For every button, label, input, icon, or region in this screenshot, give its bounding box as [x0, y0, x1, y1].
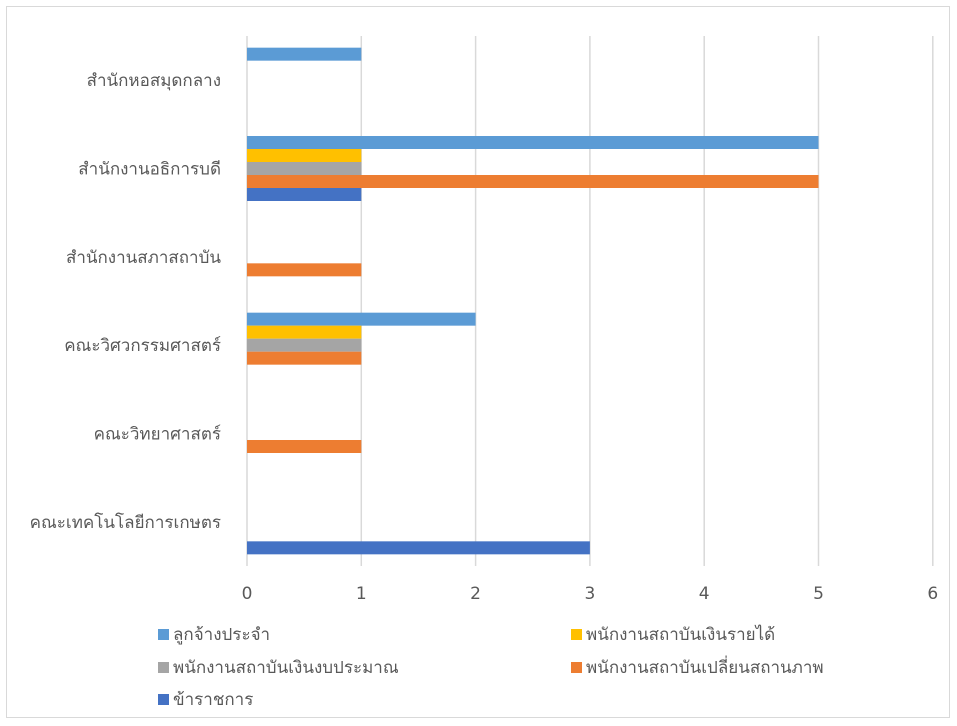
bar [247, 175, 819, 188]
bars [247, 47, 819, 555]
legend-swatch [158, 662, 169, 673]
bar [247, 338, 362, 352]
x-tick-label: 6 [927, 584, 938, 604]
legend-label: ข้าราชการ [173, 690, 253, 710]
bar [247, 541, 590, 555]
category-label: สำนักหอสมุดกลาง [87, 71, 221, 91]
legend-swatch [158, 629, 169, 640]
bar [247, 136, 819, 149]
bar [247, 149, 362, 162]
bar [247, 188, 362, 201]
legend-swatch [571, 629, 582, 640]
bar [247, 263, 362, 277]
legend-label: พนักงานสถาบันเงินรายได้ [586, 624, 775, 645]
category-label: สำนักงานอธิการบดี [78, 160, 221, 180]
legend-label: พนักงานสถาบันเงินงบประมาณ [173, 658, 399, 678]
x-tick-label: 5 [813, 584, 824, 604]
bar [247, 312, 476, 326]
x-tick-label: 0 [242, 584, 253, 604]
x-tick-label: 2 [470, 584, 481, 604]
legend-swatch [571, 662, 582, 673]
chart-frame [6, 6, 950, 718]
category-labels: สำนักหอสมุดกลางสำนักงานอธิการบดีสำนักงาน… [30, 71, 222, 533]
category-label: คณะเทคโนโลยีการเกษตร [30, 512, 221, 533]
gridlines [246, 36, 934, 566]
bar [247, 351, 362, 365]
legend-label: พนักงานสถาบันเปลี่ยนสถานภาพ [586, 655, 824, 678]
x-tick-labels: 0 1 2 3 4 5 6 [242, 584, 939, 604]
x-tick-label: 4 [699, 584, 710, 604]
legend: ลูกจ้างประจำ พนักงานสถาบันเงินรายได้พนักง… [158, 624, 824, 710]
x-tick-label: 3 [584, 584, 595, 604]
bar [247, 440, 362, 453]
legend-label: ลูกจ้างประจำ [173, 625, 270, 645]
bar [247, 47, 362, 61]
category-label: คณะวิทยาศาสตร์ [94, 425, 221, 445]
bar [247, 325, 362, 339]
legend-swatch [158, 694, 169, 705]
category-label: คณะวิศวกรรมศาสตร์ [64, 336, 221, 356]
x-tick-label: 1 [356, 584, 367, 604]
bar [247, 162, 362, 175]
category-label: สำนักงานสภาสถาบัน [66, 248, 221, 268]
